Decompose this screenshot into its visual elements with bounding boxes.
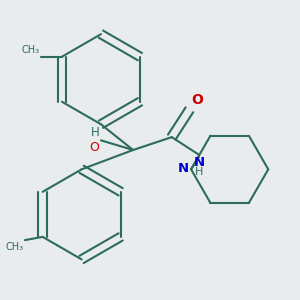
Text: H: H (195, 167, 203, 177)
Text: CH₃: CH₃ (5, 242, 23, 252)
Text: H: H (91, 126, 99, 139)
Text: N: N (194, 156, 205, 170)
Text: O: O (191, 93, 203, 107)
Text: O: O (89, 141, 99, 154)
Text: N: N (177, 162, 188, 175)
Text: CH₃: CH₃ (21, 45, 39, 55)
